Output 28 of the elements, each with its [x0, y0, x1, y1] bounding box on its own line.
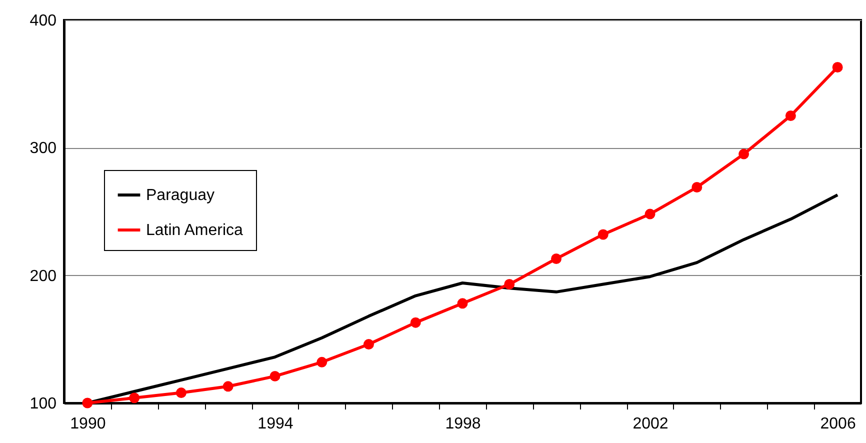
y-tick-label: 400	[30, 12, 57, 30]
point	[129, 392, 140, 404]
x-tick-label: 2006	[820, 416, 856, 432]
point	[644, 208, 656, 220]
point	[176, 388, 186, 398]
point	[363, 339, 374, 350]
point	[457, 298, 468, 309]
x-tick-label: 1998	[445, 416, 481, 432]
point	[832, 62, 843, 72]
legend-label: Paraguay	[146, 187, 214, 204]
point	[598, 229, 608, 240]
point	[316, 356, 328, 368]
y-tick-label: 200	[30, 268, 57, 285]
y-tick-label: 300	[30, 140, 57, 158]
point	[738, 148, 750, 160]
x-tick-label: 1990	[70, 416, 106, 432]
point	[785, 110, 796, 121]
point	[692, 182, 702, 192]
point	[270, 370, 280, 382]
point	[82, 398, 93, 408]
point	[410, 317, 421, 328]
point	[222, 381, 234, 392]
point	[504, 279, 515, 290]
point	[551, 254, 562, 264]
legend-label: Latin America	[146, 222, 244, 239]
x-tick-label: 2002	[632, 416, 668, 432]
y-tick-label: 100	[30, 396, 57, 412]
x-tick-label: 1994	[258, 416, 294, 432]
